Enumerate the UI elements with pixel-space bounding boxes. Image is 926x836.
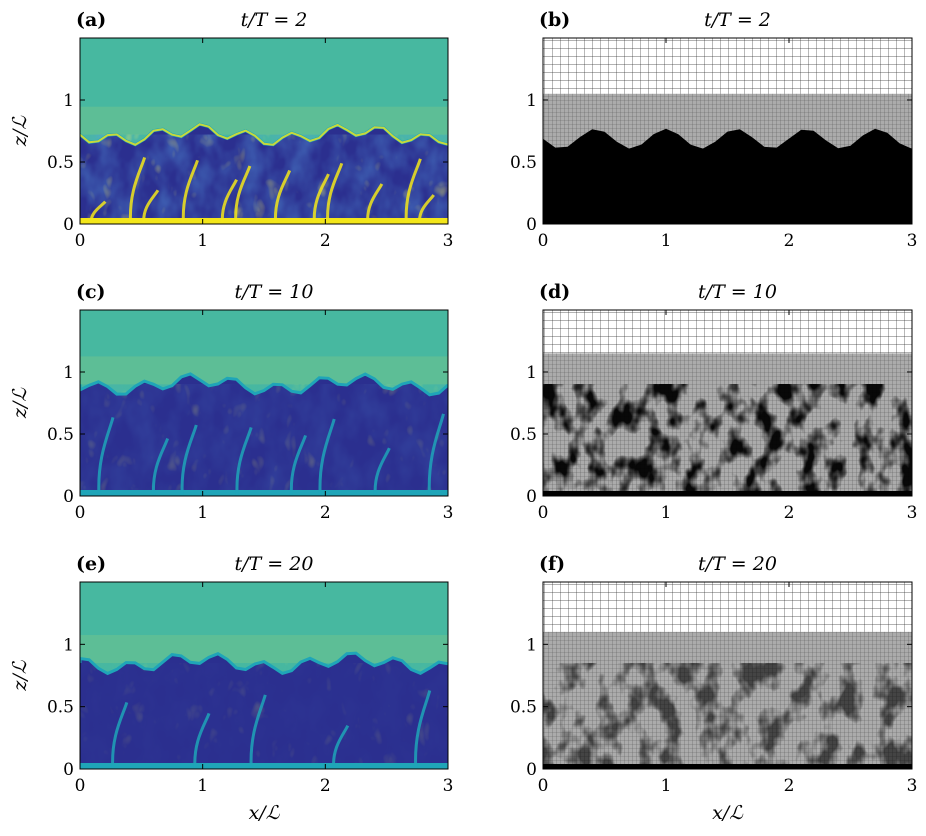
z-tick-label: 0.5 [47, 698, 74, 718]
z-tick-label: 1 [63, 91, 74, 111]
x-tick-label: 0 [75, 231, 86, 251]
panel-image [80, 582, 448, 769]
z-tick-label: 0 [526, 487, 537, 507]
x-tick-label: 0 [538, 503, 549, 523]
panel-image [543, 38, 912, 224]
z-axis-label: z/ℒ [9, 115, 31, 147]
z-tick-label: 1 [526, 635, 537, 655]
z-tick-label: 0 [63, 760, 74, 780]
z-tick-label: 0.5 [510, 153, 537, 173]
x-tick-label: 2 [784, 503, 795, 523]
panel-title: t/T = 2 [241, 9, 308, 31]
panel-image [80, 310, 448, 496]
x-tick-label: 2 [784, 776, 795, 796]
x-tick-label: 2 [320, 231, 331, 251]
x-tick-label: 3 [443, 776, 454, 796]
z-tick-label: 1 [526, 91, 537, 111]
z-tick-label: 0.5 [47, 425, 74, 445]
x-tick-label: 1 [661, 231, 672, 251]
z-tick-label: 1 [526, 363, 537, 383]
x-tick-label: 1 [661, 503, 672, 523]
panel-label: (c) [76, 281, 106, 303]
panel-label: (b) [539, 9, 570, 31]
panel-label: (f) [539, 553, 565, 575]
x-tick-label: 2 [320, 503, 331, 523]
x-tick-label: 0 [538, 776, 549, 796]
x-tick-label: 3 [907, 231, 918, 251]
panel-title: t/T = 20 [235, 553, 314, 575]
x-tick-label: 1 [661, 776, 672, 796]
x-tick-label: 3 [907, 503, 918, 523]
z-tick-label: 0 [63, 487, 74, 507]
z-axis-label: z/ℒ [9, 387, 31, 419]
panel-title: t/T = 2 [704, 9, 771, 31]
x-tick-label: 0 [538, 231, 549, 251]
panel-image [543, 582, 912, 769]
z-tick-label: 0 [63, 215, 74, 235]
panel-image [80, 38, 448, 224]
panel-b: 0 1 2 3 0 0.5 1 (b) t/T = 2 [510, 9, 917, 251]
x-tick-label: 2 [784, 231, 795, 251]
z-tick-label: 0 [526, 760, 537, 780]
panel-image [543, 310, 912, 496]
x-axis-label: x/ℒ [249, 802, 281, 824]
z-tick-label: 0.5 [510, 425, 537, 445]
z-tick-label: 0 [526, 215, 537, 235]
x-tick-label: 3 [907, 776, 918, 796]
z-tick-label: 1 [63, 363, 74, 383]
panel-e: 0 1 2 3 0 0.5 1 (e) t/T = 20 z/ℒ x/ℒ [9, 553, 453, 824]
x-tick-label: 2 [320, 776, 331, 796]
x-tick-label: 3 [443, 503, 454, 523]
panel-title: t/T = 10 [235, 281, 314, 303]
panel-d: 0 1 2 3 0 0.5 1 (d) t/T = 10 [510, 281, 917, 523]
x-tick-label: 0 [75, 776, 86, 796]
panel-f: 0 1 2 3 0 0.5 1 (f) t/T = 20 x/ℒ [510, 553, 917, 824]
z-tick-label: 0.5 [510, 698, 537, 718]
panel-title: t/T = 20 [698, 553, 777, 575]
panel-title: t/T = 10 [698, 281, 777, 303]
z-axis-label: z/ℒ [9, 659, 31, 691]
x-tick-label: 3 [443, 231, 454, 251]
panel-a: 0 1 2 3 0 0.5 1 (a) t/T = 2 z/ℒ [9, 9, 453, 251]
panel-label: (e) [76, 553, 106, 575]
x-tick-label: 1 [197, 503, 208, 523]
x-tick-label: 1 [197, 231, 208, 251]
x-tick-label: 1 [197, 776, 208, 796]
panel-c: 0 1 2 3 0 0.5 1 (c) t/T = 10 z/ℒ [9, 281, 453, 523]
panel-label: (a) [76, 9, 106, 31]
z-tick-label: 0.5 [47, 153, 74, 173]
panel-label: (d) [539, 281, 570, 303]
x-tick-label: 0 [75, 503, 86, 523]
x-axis-label: x/ℒ [712, 802, 744, 824]
z-tick-label: 1 [63, 635, 74, 655]
